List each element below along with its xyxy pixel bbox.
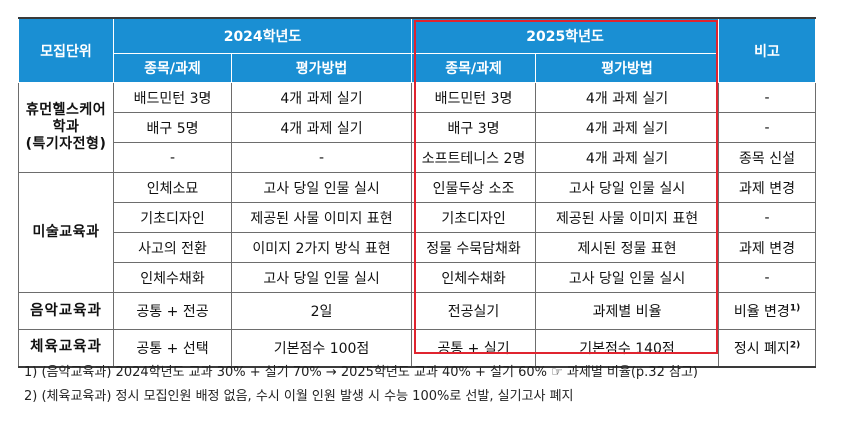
dept-label: 휴먼헬스케어학과 (특기자전형) [25, 102, 107, 152]
event-2024: 인체소묘 [113, 172, 232, 203]
method-2024: 4개 과제 실기 [230, 82, 413, 113]
remark-text: 비율 변경 [733, 304, 790, 320]
event-2024: - [113, 142, 232, 173]
method-2025: 과제별 비율 [535, 292, 720, 330]
table-row: 인체수채화 고사 당일 인물 실시 인체수채화 고사 당일 인물 실시 - [19, 262, 817, 293]
header-year-2025: 2025학년도 [411, 17, 720, 54]
remark-cell: 종목 신설 [718, 142, 817, 173]
method-2025: 4개 과제 실기 [535, 112, 720, 143]
event-2024: 공통 + 전공 [113, 292, 232, 330]
method-2024: - [230, 142, 413, 173]
header-method-2024: 평가방법 [230, 53, 413, 83]
table-row: 휴먼헬스케어학과 (특기자전형) 배드민턴 3명 4개 과제 실기 배드민턴 3… [18, 82, 817, 173]
remark-cell: - [718, 262, 817, 293]
footnotes: 1) (음악교육과) 2024학년도 교과 30% + 실기 70% → 202… [24, 361, 698, 409]
event-2025: 인물두상 소조 [411, 172, 537, 203]
table-row: 미술교육과 인체소묘 고사 당일 인물 실시 인물두상 소조 고사 당일 인물 … [18, 172, 817, 293]
table-row: 사고의 전환 이미지 2가지 방식 표현 정물 수묵담채화 제시된 정물 표현 … [19, 232, 817, 263]
remark-text: 정시 폐지 [733, 340, 790, 357]
method-2024: 고사 당일 인물 실시 [230, 172, 413, 203]
method-2024: 4개 과제 실기 [230, 112, 413, 143]
header-event-2025: 종목/과제 [411, 53, 537, 83]
remark-cell: - [718, 112, 817, 143]
table-row: 배구 5명 4개 과제 실기 배구 3명 4개 과제 실기 - [19, 112, 817, 143]
dept-art-education: 미술교육과 [18, 172, 114, 293]
method-2024: 고사 당일 인물 실시 [230, 262, 413, 293]
remark-cell: 과제 변경 [718, 232, 817, 263]
event-2024: 공통 + 선택 [113, 329, 232, 367]
event-2024: 인체수채화 [113, 262, 232, 293]
header-unit: 모집단위 [18, 17, 114, 83]
header-year-2024: 2024학년도 [112, 17, 413, 54]
event-2024: 기초디자인 [113, 202, 232, 233]
event-2025: 전공실기 [411, 292, 537, 330]
event-2025: 인체수채화 [411, 262, 537, 293]
remark-cell: - [718, 82, 817, 113]
event-2025: 배구 3명 [411, 112, 537, 143]
method-2024: 기본점수 100점 [230, 329, 413, 367]
header-event-2024: 종목/과제 [113, 53, 232, 83]
remark-cell: 정시 폐지2) [718, 329, 817, 367]
method-2025: 제시된 정물 표현 [535, 232, 720, 263]
remark-cell: 비율 변경1) [718, 292, 817, 330]
event-2024: 배드민턴 3명 [113, 82, 232, 113]
method-2024: 제공된 사물 이미지 표현 [230, 202, 413, 233]
footnote-ref: 2) [789, 340, 801, 351]
method-2024: 2일 [230, 292, 413, 330]
dept-physical-education: 체육교육과 [18, 329, 114, 367]
header-method-2025: 평가방법 [535, 53, 720, 83]
footnote-1: 1) (음악교육과) 2024학년도 교과 30% + 실기 70% → 202… [24, 365, 698, 380]
table-row: 기초디자인 제공된 사물 이미지 표현 기초디자인 제공된 사물 이미지 표현 … [19, 202, 817, 233]
remark-cell: - [718, 202, 817, 233]
footnote-2: 2) (체육교육과) 정시 모집인원 배정 없음, 수시 이월 인원 발생 시 … [24, 389, 574, 404]
event-2025: 기초디자인 [411, 202, 537, 233]
table-row: 음악교육과 공통 + 전공 2일 전공실기 과제별 비율 비율 변경1) [18, 292, 817, 330]
practical-exam-comparison-table: 모집단위 2024학년도 2025학년도 비고 종목/과제 평가방법 종목/과제… [18, 17, 817, 368]
remark-cell: 과제 변경 [718, 172, 817, 203]
method-2024: 이미지 2가지 방식 표현 [230, 232, 413, 263]
table-row: - - 소프트테니스 2명 4개 과제 실기 종목 신설 [19, 142, 817, 173]
method-2025: 고사 당일 인물 실시 [535, 172, 720, 203]
method-2025: 4개 과제 실기 [535, 142, 720, 173]
dept-music-education: 음악교육과 [18, 292, 114, 330]
event-2025: 정물 수묵담채화 [411, 232, 537, 263]
event-2024: 사고의 전환 [113, 232, 232, 263]
event-2024: 배구 5명 [113, 112, 232, 143]
method-2025: 고사 당일 인물 실시 [535, 262, 720, 293]
table-row: 체육교육과 공통 + 선택 기본점수 100점 공통 + 실기 기본점수 140… [18, 329, 817, 367]
dept-human-healthcare: 휴먼헬스케어학과 (특기자전형) [18, 82, 114, 173]
event-2025: 배드민턴 3명 [411, 82, 537, 113]
method-2025: 4개 과제 실기 [535, 82, 720, 113]
method-2025: 제공된 사물 이미지 표현 [535, 202, 720, 233]
admission-table-container: 모집단위 2024학년도 2025학년도 비고 종목/과제 평가방법 종목/과제… [18, 17, 817, 368]
footnote-ref: 1) [789, 303, 801, 314]
event-2025: 소프트테니스 2명 [411, 142, 537, 173]
event-2025: 공통 + 실기 [411, 329, 537, 367]
header-remark: 비고 [718, 17, 817, 83]
